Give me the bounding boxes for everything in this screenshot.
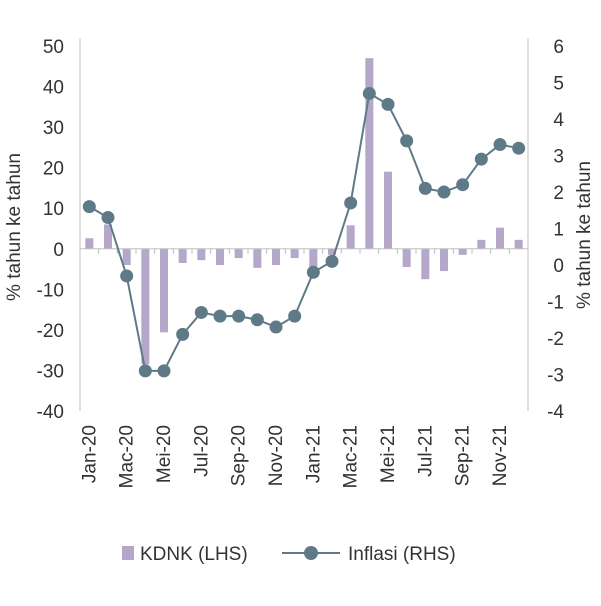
kdnk-bar xyxy=(290,248,299,259)
inflasi-point xyxy=(325,254,339,268)
inflasi-point xyxy=(157,364,171,378)
inflasi-point xyxy=(232,309,246,323)
left-y-tick-label: 20 xyxy=(43,159,64,180)
kdnk-bar xyxy=(458,248,467,255)
right-y-tick-label: -2 xyxy=(547,329,564,350)
kdnk-bar xyxy=(309,248,318,268)
right-y-tick-label: 3 xyxy=(553,147,564,168)
inflasi-point xyxy=(362,86,376,100)
right-y-tick-label: 4 xyxy=(553,110,564,131)
x-tick-label: Mac-20 xyxy=(117,425,138,488)
inflasi-point xyxy=(474,152,488,166)
right-axis-title: % tahun ke tahun xyxy=(574,161,595,309)
x-tick-label: Jul-20 xyxy=(191,425,212,477)
inflasi-point xyxy=(250,313,264,327)
legend-kdnk-label: KDNK (LHS) xyxy=(140,544,248,565)
inflasi-point xyxy=(194,305,208,319)
kdnk-bar xyxy=(384,171,392,249)
inflasi-point xyxy=(493,138,507,152)
right-y-tick-label: 5 xyxy=(553,74,564,95)
left-y-tick-label: 30 xyxy=(43,118,64,139)
kdnk-bar xyxy=(160,248,168,333)
left-y-tick-label: 50 xyxy=(43,37,64,58)
right-y-tick-label: -1 xyxy=(547,293,564,314)
legend: KDNK (LHS) Inflasi (RHS) xyxy=(122,544,456,565)
kdnk-bar xyxy=(496,227,504,249)
right-y-tick-label: 1 xyxy=(553,220,564,241)
x-tick-label: Sep-20 xyxy=(229,425,250,486)
right-y-tick-label: -3 xyxy=(547,366,564,387)
inflasi-point xyxy=(306,265,320,279)
kdnk-bar xyxy=(85,238,94,249)
left-y-tick-label: 10 xyxy=(43,199,64,220)
right-y-tick-label: -4 xyxy=(547,402,564,423)
inflasi-point xyxy=(512,141,526,155)
kdnk-bar xyxy=(141,248,150,365)
kdnk-bar xyxy=(402,248,411,268)
x-tick-label: Mac-21 xyxy=(341,425,362,488)
kdnk-bar xyxy=(440,248,448,272)
line-layer xyxy=(82,86,526,378)
kdnk-bar xyxy=(178,248,187,263)
labels-layer: 50403020100-10-20-30-406543210-1-2-3-4Ja… xyxy=(37,37,565,488)
inflasi-point xyxy=(120,269,134,283)
left-y-tick-label: -10 xyxy=(37,280,64,301)
inflasi-point xyxy=(456,178,470,192)
kdnk-bar xyxy=(216,248,224,265)
x-tick-label: Jan-21 xyxy=(303,425,324,483)
x-tick-label: Jul-21 xyxy=(415,425,436,477)
x-tick-label: Jan-20 xyxy=(79,425,100,483)
left-y-tick-label: -40 xyxy=(37,402,64,423)
left-y-tick-label: 0 xyxy=(53,240,64,261)
bars-layer xyxy=(85,58,523,365)
inflasi-point xyxy=(138,364,152,378)
x-tick-label: Nov-20 xyxy=(266,425,287,486)
inflasi-point xyxy=(269,320,283,334)
inflasi-point xyxy=(176,327,190,341)
x-tick-label: Mei-21 xyxy=(378,425,399,483)
kdnk-bar xyxy=(122,248,131,265)
legend-inflasi-marker xyxy=(304,546,318,560)
kdnk-bar xyxy=(253,248,262,268)
kdnk-bar xyxy=(477,239,486,249)
inflasi-point xyxy=(381,97,395,111)
inflasi-point xyxy=(437,185,451,199)
kdnk-bar xyxy=(346,225,355,249)
inflasi-point xyxy=(82,200,96,214)
inflasi-line xyxy=(88,91,519,372)
left-axis-title: % tahun ke tahun xyxy=(4,153,25,301)
kdnk-bar xyxy=(514,239,523,249)
inflasi-point xyxy=(288,309,302,323)
x-tick-label: Sep-21 xyxy=(453,425,474,486)
x-tick-label: Nov-21 xyxy=(490,425,511,486)
legend-inflasi-label: Inflasi (RHS) xyxy=(348,544,456,565)
inflasi-point xyxy=(418,181,432,195)
kdnk-bar xyxy=(328,248,336,255)
x-tick-label: Mei-20 xyxy=(154,425,175,483)
kdnk-bar xyxy=(272,248,280,265)
kdnk-bar xyxy=(197,248,206,261)
kdnk-bar xyxy=(365,58,374,249)
kdnk-bar xyxy=(421,248,430,280)
inflasi-point xyxy=(344,196,358,210)
kdnk-bar xyxy=(104,224,112,249)
inflasi-point xyxy=(400,134,414,148)
left-y-tick-label: -20 xyxy=(37,321,64,342)
inflasi-point xyxy=(213,309,227,323)
inflasi-point xyxy=(101,211,115,225)
right-y-tick-label: 2 xyxy=(553,183,564,204)
right-y-tick-label: 6 xyxy=(553,37,564,58)
right-y-tick-label: 0 xyxy=(553,256,564,277)
axes-layer xyxy=(79,38,529,411)
legend-kdnk-swatch xyxy=(122,546,134,560)
kdnk-bar xyxy=(234,248,243,259)
left-y-tick-label: 40 xyxy=(43,78,64,99)
left-y-tick-label: -30 xyxy=(37,361,64,382)
